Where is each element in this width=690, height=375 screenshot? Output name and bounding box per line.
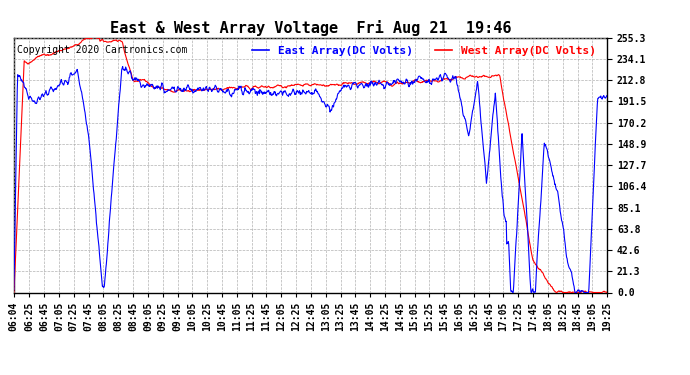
Legend: East Array(DC Volts), West Array(DC Volts): East Array(DC Volts), West Array(DC Volt… xyxy=(253,46,595,56)
Text: Copyright 2020 Cartronics.com: Copyright 2020 Cartronics.com xyxy=(17,45,187,55)
Title: East & West Array Voltage  Fri Aug 21  19:46: East & West Array Voltage Fri Aug 21 19:… xyxy=(110,20,511,36)
